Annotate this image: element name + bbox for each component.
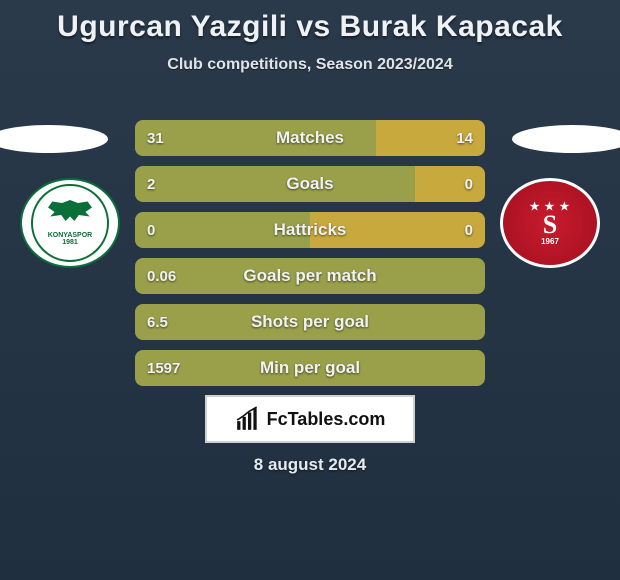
eagle-icon: [48, 200, 92, 230]
stat-row: 20Goals: [135, 166, 485, 202]
stat-left-segment: 0.06: [135, 258, 485, 294]
stat-right-value: 14: [456, 130, 473, 147]
right-club-monogram: S: [543, 215, 557, 236]
stat-right-value: 0: [465, 176, 473, 193]
stat-left-segment: 31: [135, 120, 376, 156]
right-club-crest: ★ ★ ★ S 1967: [500, 178, 600, 268]
left-club-label: KONYASPOR: [48, 232, 92, 239]
left-club-crest: KONYASPOR 1981: [20, 178, 120, 268]
chart-icon: [235, 406, 261, 432]
stat-row: 0.06Goals per match: [135, 258, 485, 294]
branding-label: FcTables.com: [267, 409, 386, 430]
right-club-year: 1967: [541, 237, 559, 246]
stat-right-segment: 0: [415, 166, 485, 202]
stat-row: 1597Min per goal: [135, 350, 485, 386]
stat-left-value: 1597: [147, 360, 180, 377]
stat-right-segment: 0: [310, 212, 485, 248]
subtitle: Club competitions, Season 2023/2024: [0, 56, 620, 74]
stat-left-segment: 1597: [135, 350, 485, 386]
stat-row: 6.5Shots per goal: [135, 304, 485, 340]
comparison-bars: 3114Matches20Goals00Hattricks0.06Goals p…: [135, 120, 485, 396]
stat-row: 00Hattricks: [135, 212, 485, 248]
stat-left-segment: 6.5: [135, 304, 485, 340]
left-cap-ellipse: [0, 125, 108, 153]
stat-left-value: 31: [147, 130, 164, 147]
stat-right-segment: 14: [376, 120, 485, 156]
right-cap-ellipse: [512, 125, 620, 153]
branding-badge: FcTables.com: [205, 395, 415, 443]
stat-right-value: 0: [465, 222, 473, 239]
stat-left-value: 2: [147, 176, 155, 193]
stat-left-value: 0: [147, 222, 155, 239]
footer-date: 8 august 2024: [0, 455, 620, 475]
left-club-year: 1981: [62, 239, 78, 246]
stat-row: 3114Matches: [135, 120, 485, 156]
page-title: Ugurcan Yazgili vs Burak Kapacak: [0, 0, 620, 44]
stat-left-value: 6.5: [147, 314, 168, 331]
stat-left-segment: 0: [135, 212, 310, 248]
stat-left-value: 0.06: [147, 268, 176, 285]
stat-left-segment: 2: [135, 166, 415, 202]
